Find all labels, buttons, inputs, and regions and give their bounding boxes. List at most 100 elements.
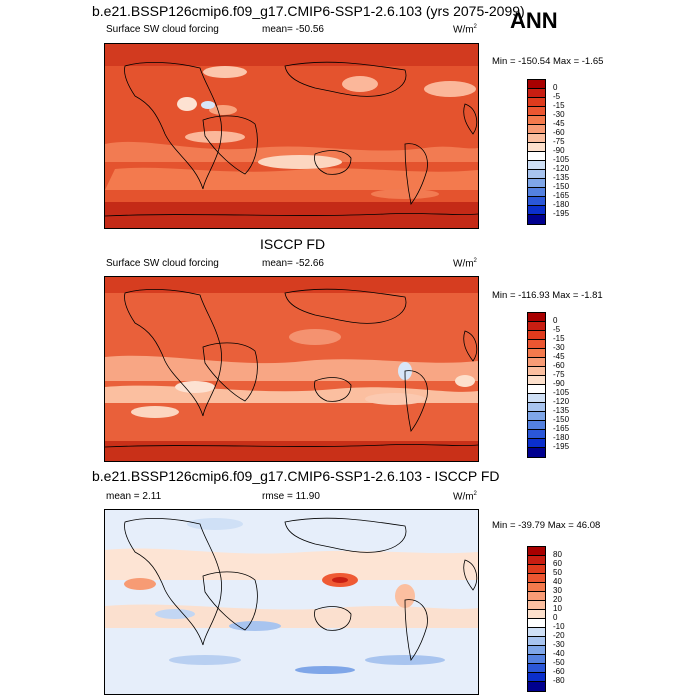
panel1-colorbar-segment bbox=[528, 98, 545, 107]
panel2-colorbar-segment bbox=[528, 349, 545, 358]
panel2-colorbar-segment bbox=[528, 439, 545, 448]
panel1-colorbar-segment bbox=[528, 179, 545, 188]
panel2-variable: Surface SW cloud forcing bbox=[106, 258, 219, 269]
panel2-colorbar-tick-label: -60 bbox=[553, 361, 565, 370]
panel2-colorbar-tick-label: -75 bbox=[553, 370, 565, 379]
panel2-colorbar-tick-label: -15 bbox=[553, 334, 565, 343]
panel1-colorbar-segment bbox=[528, 215, 545, 224]
panel1-colorbar-segment bbox=[528, 188, 545, 197]
season-label: ANN bbox=[510, 8, 558, 33]
panel1-colorbar-tick-label: -165 bbox=[553, 191, 570, 200]
panel1-mean: mean= -50.56 bbox=[262, 24, 324, 35]
panel2-colorbar-segment bbox=[528, 358, 545, 367]
panel1-colorbar-segment bbox=[528, 107, 545, 116]
panel3-colorbar-tick-label: -60 bbox=[553, 667, 565, 676]
panel3-minmax: Min = -39.79 Max = 46.08 bbox=[492, 520, 601, 531]
panel3-colorbar-segment bbox=[528, 592, 545, 601]
panel2-colorbar-segment bbox=[528, 394, 545, 403]
panel3-colorbar-tick-label: -50 bbox=[553, 658, 565, 667]
panel3-colorbar-segment bbox=[528, 565, 545, 574]
panel3-colorbar-segment bbox=[528, 628, 545, 637]
panel2-colorbar-tick-label: -165 bbox=[553, 424, 570, 433]
panel1-colorbar-segment bbox=[528, 143, 545, 152]
panel2-colorbar-segment bbox=[528, 385, 545, 394]
panel3-colorbar-tick-label: -40 bbox=[553, 649, 565, 658]
panel3-colorbar-segment bbox=[528, 556, 545, 565]
panel2-minmax: Min = -116.93 Max = -1.81 bbox=[492, 290, 603, 301]
panel1-colorbar-tick-label: -30 bbox=[553, 110, 565, 119]
panel3-colorbar-tick-label: -30 bbox=[553, 640, 565, 649]
panel1-colorbar-tick-label: -105 bbox=[553, 155, 570, 164]
panel2-title: ISCCP FD bbox=[260, 236, 326, 252]
panel3-colorbar-segment bbox=[528, 610, 545, 619]
panel3-colorbar-tick-label: 40 bbox=[553, 577, 562, 586]
panel3-colorbar-tick-label: 20 bbox=[553, 595, 562, 604]
panel2-colorbar-segment bbox=[528, 412, 545, 421]
panel3-colorbar-tick-label: 60 bbox=[553, 559, 562, 568]
panel2-colorbar-tick-label: -90 bbox=[553, 379, 565, 388]
panel1-minmax: Min = -150.54 Max = -1.65 bbox=[492, 56, 604, 67]
panel3-colorbar-segment bbox=[528, 547, 545, 556]
panel2-colorbar-segment bbox=[528, 322, 545, 331]
panel2-colorbar-tick-label: -45 bbox=[553, 352, 565, 361]
panel3-colorbar-tick-label: 30 bbox=[553, 586, 562, 595]
panel2-units: W/m2 bbox=[453, 258, 477, 270]
panel3-colorbar-tick-label: 80 bbox=[553, 550, 562, 559]
panel3-colorbar-tick-label: -20 bbox=[553, 631, 565, 640]
panel1-colorbar-tick-label: -180 bbox=[553, 200, 570, 209]
panel3-colorbar-tick-label: -80 bbox=[553, 676, 565, 685]
panel3-mean: mean = 2.11 bbox=[106, 491, 162, 502]
panel3-colorbar-tick-label: 10 bbox=[553, 604, 562, 613]
panel2-colorbar-segment bbox=[528, 421, 545, 430]
panel2-colorbar-tick-label: -120 bbox=[553, 397, 570, 406]
panel1-colorbar-tick-label: -15 bbox=[553, 101, 565, 110]
panel1-colorbar bbox=[527, 79, 546, 225]
panel1-units: W/m2 bbox=[453, 24, 477, 36]
panel2-colorbar-tick-label: -135 bbox=[553, 406, 570, 415]
panel1-colorbar-tick-label: -45 bbox=[553, 119, 565, 128]
panel3-colorbar-tick-label: 0 bbox=[553, 613, 558, 622]
panel2-colorbar-segment bbox=[528, 340, 545, 349]
panel1-colorbar-segment bbox=[528, 170, 545, 179]
panel2-colorbar-tick-label: -195 bbox=[553, 442, 570, 451]
panel3-colorbar-segment bbox=[528, 673, 545, 682]
panel1-colorbar-tick-label: -120 bbox=[553, 164, 570, 173]
panel1-colorbar-tick-label: -5 bbox=[553, 92, 561, 101]
panel3-colorbar-tick-label: 50 bbox=[553, 568, 562, 577]
panel3-colorbar-segment bbox=[528, 682, 545, 691]
panel2-colorbar-segment bbox=[528, 403, 545, 412]
panel2-colorbar-segment bbox=[528, 376, 545, 385]
panel2-colorbar-segment bbox=[528, 448, 545, 457]
panel3-colorbar-segment bbox=[528, 601, 545, 610]
panel1-colorbar-tick-label: -60 bbox=[553, 128, 565, 137]
panel3-colorbar-segment bbox=[528, 664, 545, 673]
panel1-colorbar-tick-label: 0 bbox=[553, 83, 558, 92]
panel3-colorbar-segment bbox=[528, 646, 545, 655]
panel1-colorbar-segment bbox=[528, 116, 545, 125]
panel3-colorbar-tick-label: -10 bbox=[553, 622, 565, 631]
panel3-colorbar bbox=[527, 546, 546, 692]
panel3-colorbar-segment bbox=[528, 637, 545, 646]
panel1-colorbar-segment bbox=[528, 80, 545, 89]
panel2-colorbar-segment bbox=[528, 367, 545, 376]
panel1-colorbar-segment bbox=[528, 161, 545, 170]
panel2-map bbox=[104, 276, 479, 462]
panel2-colorbar-tick-label: -105 bbox=[553, 388, 570, 397]
panel1-colorbar-segment bbox=[528, 206, 545, 215]
panel2-colorbar-segment bbox=[528, 313, 545, 322]
panel1-map bbox=[104, 43, 479, 229]
panel3-rmse: rmse = 11.90 bbox=[262, 491, 320, 502]
panel2-colorbar-tick-label: -30 bbox=[553, 343, 565, 352]
panel1-colorbar-tick-label: -195 bbox=[553, 209, 570, 218]
panel2-colorbar bbox=[527, 312, 546, 458]
case-title: b.e21.BSSP126cmip6.f09_g17.CMIP6-SSP1-2.… bbox=[92, 3, 525, 19]
panel2-colorbar-tick-label: -150 bbox=[553, 415, 570, 424]
panel3-units: W/m2 bbox=[453, 491, 477, 503]
panel1-colorbar-segment bbox=[528, 152, 545, 161]
panel1-colorbar-segment bbox=[528, 125, 545, 134]
panel3-colorbar-segment bbox=[528, 619, 545, 628]
panel1-colorbar-tick-label: -135 bbox=[553, 173, 570, 182]
panel3-colorbar-segment bbox=[528, 655, 545, 664]
panel2-colorbar-segment bbox=[528, 331, 545, 340]
panel2-colorbar-tick-label: -180 bbox=[553, 433, 570, 442]
